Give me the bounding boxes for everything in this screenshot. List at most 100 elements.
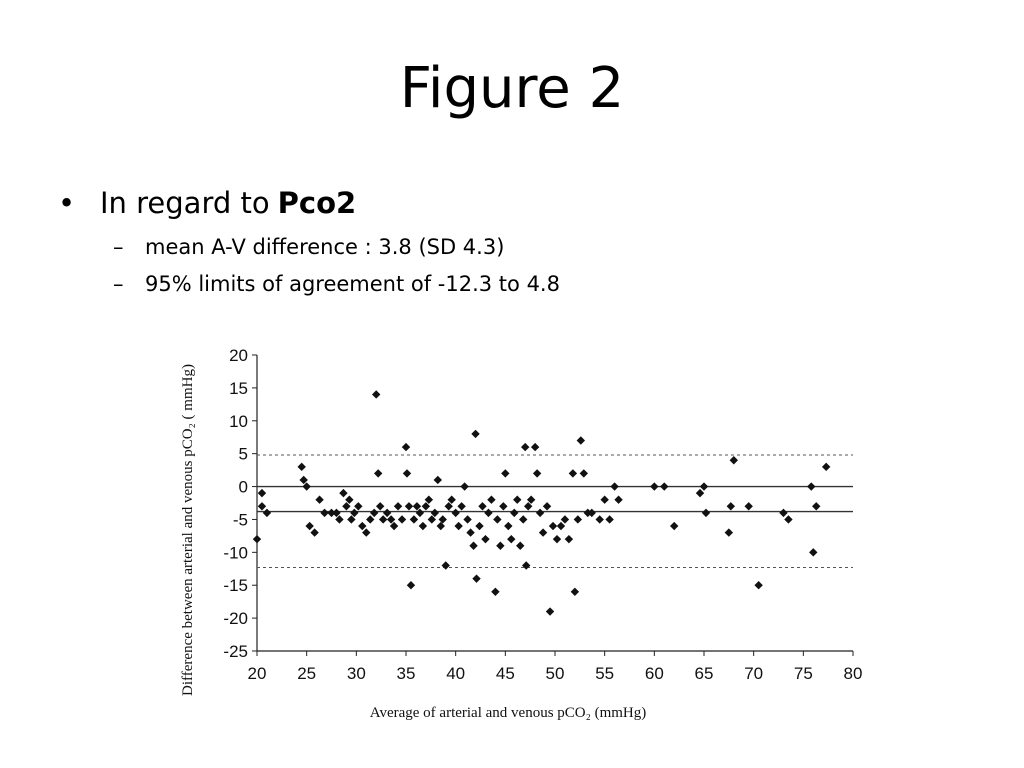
data-point <box>310 528 319 537</box>
data-point <box>332 508 341 518</box>
data-point <box>393 502 403 511</box>
data-point <box>342 502 351 511</box>
data-point <box>447 495 456 504</box>
data-point <box>556 521 566 531</box>
data-point <box>378 515 388 524</box>
data-point <box>670 521 679 531</box>
data-point <box>538 528 548 537</box>
data-point <box>568 469 578 478</box>
data-point <box>257 502 267 511</box>
slide-title: Figure 2 <box>399 56 625 121</box>
data-point <box>389 521 399 531</box>
data-point <box>487 495 496 504</box>
data-point <box>614 495 623 504</box>
data-point <box>433 475 442 485</box>
sub-bullet-limits-of-agreement: – 95% limits of agreement of -12.3 to 4.… <box>113 272 560 296</box>
data-point <box>573 515 583 524</box>
data-point <box>699 482 709 491</box>
y-axis-title: Difference between arterial and venous p… <box>180 364 196 696</box>
data-point <box>373 469 383 478</box>
data-point <box>305 521 314 531</box>
x-tick-label: 20 <box>248 664 267 683</box>
data-point <box>297 462 306 472</box>
x-tick-label: 30 <box>347 664 366 683</box>
data-point <box>358 521 367 531</box>
data-point <box>362 528 371 537</box>
y-tick-label: 0 <box>239 478 248 497</box>
data-point <box>530 442 540 452</box>
data-point <box>252 534 262 544</box>
data-point <box>478 502 487 511</box>
data-point <box>744 502 753 511</box>
data-point <box>404 502 414 511</box>
data-point <box>354 502 363 511</box>
data-point <box>386 515 396 524</box>
sub-bullet-marker: – <box>113 272 124 296</box>
data-point <box>724 528 734 537</box>
data-point <box>695 488 705 498</box>
data-point <box>821 462 831 472</box>
data-point <box>532 469 542 478</box>
data-point <box>579 469 589 478</box>
x-tick-label: 25 <box>297 664 316 683</box>
data-point <box>493 515 502 524</box>
data-point <box>401 442 411 452</box>
data-point <box>542 502 552 511</box>
data-point <box>701 508 711 518</box>
data-point <box>366 515 375 524</box>
data-point <box>409 515 419 524</box>
data-point <box>812 502 821 511</box>
data-point <box>605 515 614 524</box>
data-point <box>807 482 816 491</box>
data-point <box>754 581 763 590</box>
data-point <box>444 502 453 511</box>
data-point <box>650 482 659 491</box>
data-point <box>552 534 562 544</box>
x-tick-label: 55 <box>595 664 614 683</box>
data-point <box>469 541 478 550</box>
data-point <box>350 508 359 518</box>
y-tick-label: 20 <box>229 346 248 365</box>
data-point <box>809 548 818 557</box>
data-point <box>451 508 460 518</box>
data-point <box>472 574 481 583</box>
data-point <box>424 495 434 504</box>
data-point <box>779 508 788 518</box>
data-point <box>660 482 669 491</box>
sub-bullet-mean-difference: – mean A-V difference : 3.8 (SD 4.3) <box>113 235 504 259</box>
data-point <box>516 541 525 550</box>
x-tick-label: 50 <box>546 664 565 683</box>
data-point <box>406 581 416 590</box>
data-point <box>262 508 272 518</box>
y-tick-label: 10 <box>229 412 248 431</box>
data-point <box>436 521 445 531</box>
x-tick-label: 65 <box>695 664 714 683</box>
y-tick-label: 5 <box>239 445 248 464</box>
data-point <box>315 495 324 504</box>
data-point <box>595 515 604 524</box>
x-tick-label: 60 <box>645 664 664 683</box>
y-tick-label: -15 <box>223 576 248 595</box>
data-point <box>496 541 505 550</box>
bland-altman-chart: Difference between arterial and venous p… <box>180 346 862 721</box>
data-point <box>535 508 545 518</box>
data-point <box>302 482 311 491</box>
data-point <box>729 456 738 465</box>
data-point <box>397 515 407 524</box>
x-tick-label: 45 <box>496 664 515 683</box>
data-point <box>457 502 466 511</box>
data-point <box>610 482 619 491</box>
data-point <box>372 390 381 399</box>
data-point <box>421 502 431 511</box>
data-point <box>501 469 510 478</box>
data-point <box>545 607 555 616</box>
data-point <box>507 534 516 544</box>
data-point <box>726 502 736 511</box>
y-tick-label: -25 <box>223 642 248 661</box>
data-point <box>257 488 267 498</box>
data-point <box>412 502 422 511</box>
bullet-main-text: In regard to <box>100 186 270 220</box>
data-point <box>519 515 528 524</box>
data-point <box>564 534 574 544</box>
